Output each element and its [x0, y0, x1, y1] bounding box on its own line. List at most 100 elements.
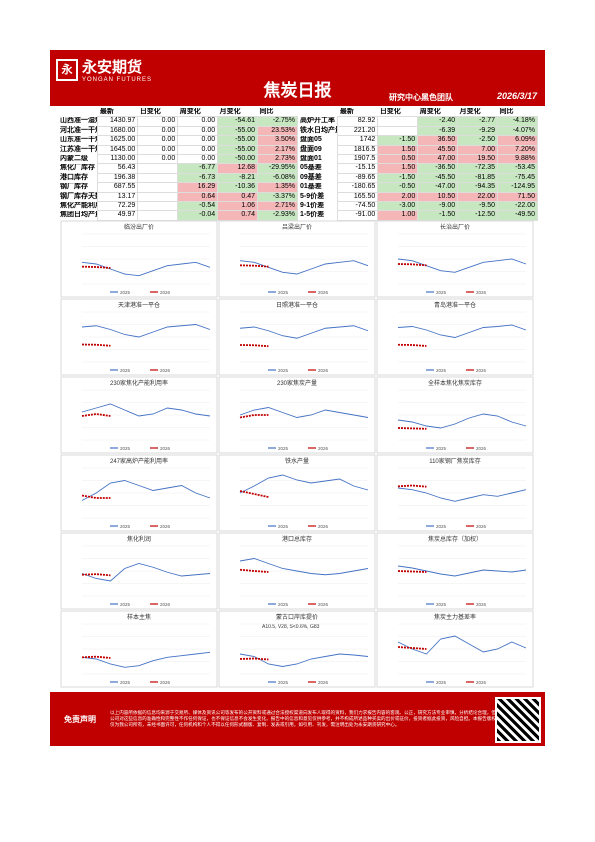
series-line — [81, 573, 111, 577]
column-header: 同比 — [259, 108, 274, 115]
cell: -2.77 — [457, 116, 499, 127]
cell — [137, 210, 179, 221]
legend-label: 2026 — [318, 680, 329, 685]
series-line — [81, 563, 211, 582]
legend-label: 2026 — [476, 524, 487, 529]
logo-en: YONGAN FUTURES — [82, 77, 153, 83]
cell: 0.00 — [177, 135, 219, 146]
cell: 7.00 — [457, 144, 499, 156]
row-label: 盘面09 — [300, 145, 322, 153]
chart-title: 青岛港准一平仓 — [434, 301, 476, 309]
cell — [137, 201, 179, 212]
legend-label: 2025 — [120, 446, 131, 451]
series-line — [81, 651, 211, 668]
row: 盘面05 1742 -1.50 36.50 -2.50 6.09% — [298, 135, 538, 146]
cell: -0.54 — [177, 201, 219, 212]
row: 钢厂库存天数 13.17 0.64 0.47 -3.37% — [58, 191, 298, 203]
cell: -94.35 — [457, 182, 499, 193]
chart: 青岛港准一平仓 2025 2026 — [376, 298, 534, 376]
cell: 71.50 — [497, 191, 538, 203]
date: 2026/3/17 — [496, 91, 537, 101]
column-header: 最新 — [339, 108, 354, 115]
series-line — [239, 264, 269, 268]
chart: 天津港准一平仓 2025 2026 — [60, 298, 218, 376]
cell: -6.39 — [417, 125, 459, 137]
chart-title: 焦炭主力基差率 — [434, 613, 476, 621]
cell: 1.50 — [377, 144, 419, 156]
row-label: 河北准一干熄 — [60, 126, 98, 134]
row-label: 钢厂库存天数 — [60, 192, 98, 200]
series-line — [397, 570, 427, 573]
series-line — [397, 258, 527, 273]
series-line — [81, 324, 211, 338]
cell: -0.50 — [377, 182, 419, 193]
data-table: 最新 日变化 周变化 月变化 同比 山西准一湿熄 1430.97 0.00 0.00 -54.61… — [58, 108, 298, 221]
row: 河北准一干熄 1680.00 0.00 0.00 -55.00 23.53% — [58, 125, 298, 137]
header: 永永安期货 YONGAN FUTURES 焦炭日报 研究中心黑色团队 2026/3… — [50, 50, 545, 106]
cell: 47.00 — [417, 154, 459, 165]
series-line — [239, 407, 369, 418]
cell: -3.00 — [377, 201, 419, 212]
legend-label: 2026 — [476, 680, 487, 685]
series-line — [239, 653, 369, 667]
chart: 110家钢厂焦炭库存 2025 2026 — [376, 454, 534, 532]
cell: 6.09% — [497, 135, 538, 146]
cell: -29.95% — [257, 163, 298, 174]
row-label: 高炉开工率 — [300, 117, 335, 125]
cell: 1816.5 — [337, 144, 379, 156]
cell: -1.50 — [377, 135, 419, 146]
series-line — [81, 403, 211, 417]
cell: 22.00 — [457, 191, 499, 203]
series-line — [239, 474, 369, 494]
series-line — [239, 490, 269, 498]
row: 09基差 -89.65 -1.50 -45.50 -81.85 -75.45 — [298, 172, 538, 184]
cell: -1.50 — [417, 210, 459, 221]
chart-title: 247家高炉产能利用率 — [110, 457, 168, 465]
cell: 0.74 — [217, 210, 259, 221]
cell: -2.40 — [417, 116, 459, 127]
cell: 82.92 — [337, 116, 379, 127]
legend-label: 2025 — [436, 446, 447, 451]
chart: 临汾出厂价 2025 2026 — [60, 220, 218, 298]
row-label: 9-1价差 — [300, 202, 325, 210]
cell: -81.85 — [457, 172, 499, 184]
column-header: 周变化 — [179, 108, 201, 115]
cell: 16.29 — [177, 182, 219, 193]
cell: 1.06 — [217, 201, 259, 212]
cell: -91.00 — [337, 210, 379, 221]
series-line — [397, 324, 527, 338]
corner — [298, 108, 338, 117]
legend-label: 2026 — [476, 290, 487, 295]
cell: 0.00 — [137, 116, 179, 127]
legend-label: 2025 — [436, 290, 447, 295]
legend-label: 2025 — [278, 680, 289, 685]
cell: -53.45 — [497, 163, 538, 174]
cell: 0.00 — [177, 125, 219, 137]
cell: -74.50 — [337, 201, 379, 212]
cell: -8.21 — [217, 172, 259, 184]
row-label: 山东准一干熄 — [60, 136, 98, 144]
series-line — [397, 565, 527, 577]
cell: -55.00 — [217, 125, 259, 137]
row: 焦化产能利用率72.29 -0.541.062.71% — [58, 201, 298, 212]
cell: -55.00 — [217, 144, 259, 156]
logo-cn: 永安期货 — [82, 59, 143, 76]
legend-label: 2025 — [436, 680, 447, 685]
chart-title: 230家焦炭产量 — [277, 379, 317, 387]
chart: 247家高炉产能利用率 2025 2026 — [60, 454, 218, 532]
series-line — [239, 344, 269, 348]
cell: -4.07% — [497, 125, 538, 137]
legend-label: 2026 — [476, 602, 487, 607]
cell: 10.50 — [417, 191, 459, 203]
legend-label: 2025 — [278, 290, 289, 295]
cell: 9.88% — [497, 154, 538, 165]
cell: -9.50 — [457, 201, 499, 212]
cell — [137, 182, 179, 193]
team: 研究中心黑色团队 — [389, 93, 453, 102]
chart-title: 日照港准一平仓 — [276, 301, 318, 309]
legend-label: 2025 — [278, 524, 289, 529]
legend-label: 2026 — [318, 290, 329, 295]
cell: 1.00 — [377, 210, 419, 221]
cell: -10.36 — [217, 182, 259, 193]
cell: 0.00 — [137, 135, 179, 146]
